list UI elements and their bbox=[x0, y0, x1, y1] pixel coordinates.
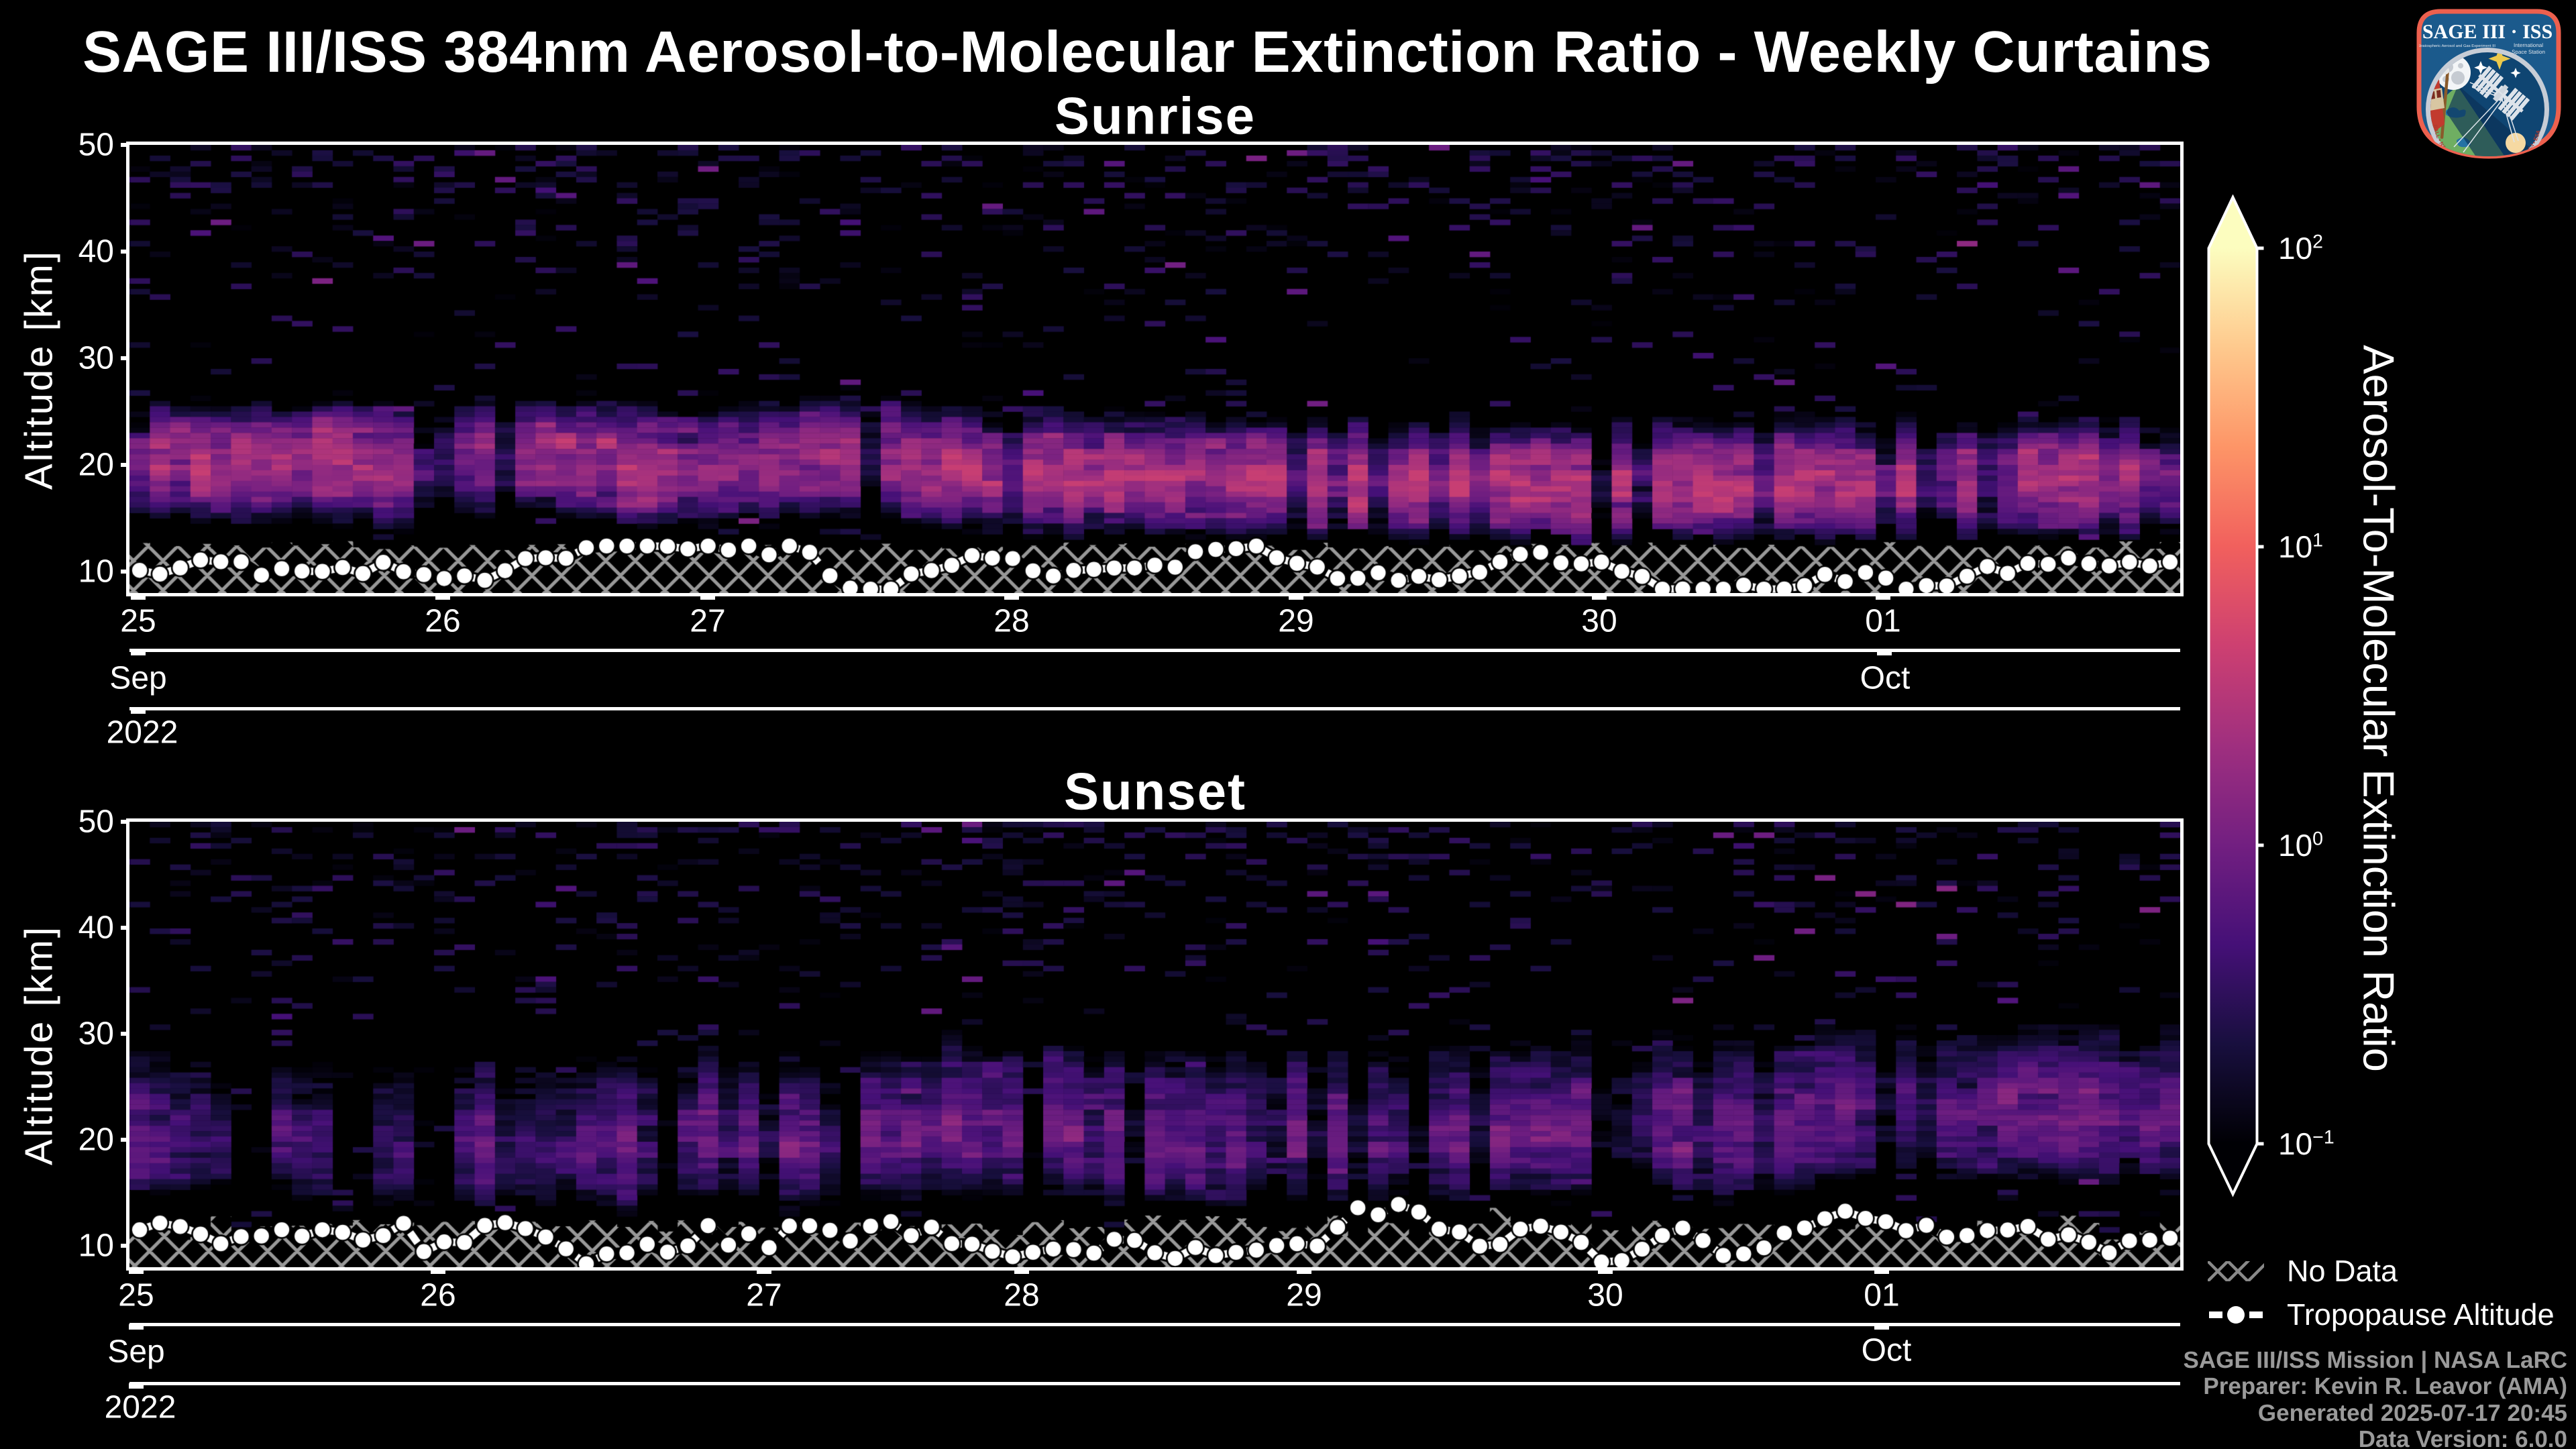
svg-text:International: International bbox=[2514, 42, 2543, 48]
svg-text:Space Station: Space Station bbox=[2512, 49, 2545, 55]
svg-text:Stratospheric Aerosol and Gas: Stratospheric Aerosol and Gas Experiment… bbox=[2418, 44, 2496, 48]
svg-text:SAGE III · ISS: SAGE III · ISS bbox=[2422, 21, 2553, 43]
